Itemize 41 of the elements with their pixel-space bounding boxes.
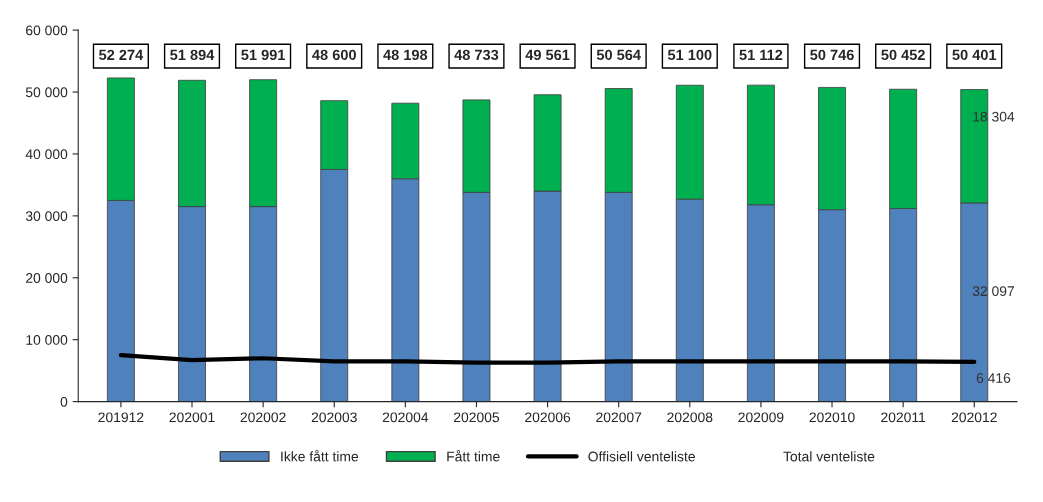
x-tick-label: 202008	[667, 412, 713, 423]
x-tick-label: 202005	[453, 412, 500, 423]
legend-label: Offisiell venteliste	[588, 451, 695, 462]
total-label: 50 746	[810, 49, 854, 61]
x-tick-label: 202007	[596, 412, 642, 423]
x-tick-label: 202010	[809, 412, 855, 423]
x-tick-label: 202004	[382, 412, 429, 423]
total-label: 49 561	[525, 49, 570, 61]
legend-label: Ikke fått time	[281, 450, 359, 462]
total-label: 51 100	[667, 49, 712, 61]
data-label: 6 416	[976, 373, 1011, 383]
x-tick-label: 201912	[98, 412, 144, 423]
y-tick-label: 60 000	[26, 25, 68, 36]
data-label: 18 304	[973, 111, 1015, 122]
total-label: 51 112	[739, 49, 783, 61]
y-tick-label: 20 000	[26, 273, 68, 283]
x-tick-label: 202001	[169, 412, 215, 423]
legend-label: Fått time	[447, 450, 500, 462]
x-tick-label: 202002	[240, 412, 286, 423]
x-tick-label: 202006	[525, 412, 571, 423]
data-label: 32 097	[972, 286, 1014, 297]
x-tick-label: 202009	[738, 412, 784, 423]
total-label: 51 894	[170, 49, 215, 61]
total-label: 48 600	[312, 49, 356, 61]
total-label: 52 274	[99, 49, 144, 61]
y-tick-label: 50 000	[25, 87, 68, 98]
x-tick-label: 202003	[311, 412, 357, 423]
line-series	[118, 353, 977, 365]
total-label: 48 733	[454, 49, 499, 61]
y-tick-label: 30 000	[25, 211, 68, 222]
total-label: 50 452	[881, 49, 925, 61]
x-tick-label: 202011	[881, 412, 926, 423]
total-label: 50 564	[596, 49, 641, 61]
x-tick-label: 202012	[951, 412, 997, 423]
total-label: 51 991	[241, 49, 286, 61]
text: Total venteliste	[783, 451, 875, 462]
total-label: 50 401	[952, 49, 997, 61]
y-tick-label: 10 000	[26, 335, 68, 345]
y-tick-label: 0	[60, 396, 68, 407]
y-tick-label: 40 000	[25, 149, 68, 160]
total-label: 48 198	[383, 49, 428, 61]
